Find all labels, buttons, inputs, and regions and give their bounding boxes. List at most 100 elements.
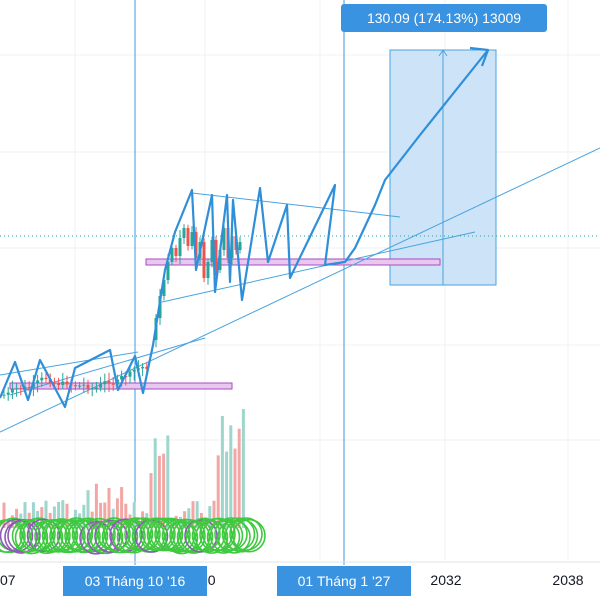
volume-bar xyxy=(124,503,128,528)
candle-body xyxy=(10,389,14,393)
volume-bar xyxy=(2,502,6,528)
volume-bar xyxy=(162,453,166,528)
candle-body xyxy=(174,248,178,256)
candle-body xyxy=(65,381,69,385)
indicator-circle xyxy=(67,519,101,554)
candle-body xyxy=(15,388,19,390)
volume-bar xyxy=(94,483,98,528)
volume-bar xyxy=(65,503,69,528)
time-axis: 07 20 2032 2038 03 Tháng 10 '16 01 Tháng… xyxy=(0,561,600,596)
svg-text:03 Tháng 10 '16: 03 Tháng 10 '16 xyxy=(85,573,186,589)
indicator-circle xyxy=(94,519,128,554)
candle-body xyxy=(99,384,103,388)
candle-body xyxy=(202,242,206,278)
candle-body xyxy=(19,388,23,390)
indicator-circle xyxy=(229,517,263,551)
volume-bar xyxy=(237,428,241,528)
candle-body xyxy=(141,366,145,369)
candle-body xyxy=(166,262,170,280)
indicator-circle xyxy=(56,519,91,553)
candle-body xyxy=(120,376,124,380)
volume-bar xyxy=(44,500,48,528)
candle-body xyxy=(238,242,242,250)
candle-body xyxy=(36,380,40,384)
candle-body xyxy=(210,240,214,262)
volume-bar xyxy=(195,501,199,528)
volume-bar xyxy=(40,507,44,528)
time-axis-label-2032: 2032 xyxy=(430,572,461,588)
candle-body xyxy=(90,388,94,390)
indicator-circles xyxy=(0,517,266,555)
indicator-circle xyxy=(221,517,256,551)
candle-body xyxy=(182,228,186,238)
indicator-circle xyxy=(214,517,248,551)
volume-bar xyxy=(212,500,216,528)
candle-body xyxy=(73,385,77,387)
candle-body xyxy=(52,382,56,384)
indicator-circle xyxy=(184,519,218,553)
candle-body xyxy=(2,394,6,396)
volume-bar xyxy=(216,455,220,528)
indicator-circle xyxy=(224,518,259,553)
volume-bar xyxy=(115,498,119,528)
indicator-circle xyxy=(14,520,49,555)
indicator-circle xyxy=(232,518,266,553)
candle-body xyxy=(190,232,194,246)
volume-bar xyxy=(61,500,65,528)
chart-grid xyxy=(0,0,600,560)
indicator-circle xyxy=(79,521,113,555)
volume-bar xyxy=(120,487,124,528)
volume-bar xyxy=(86,490,90,528)
candle-body xyxy=(194,232,198,258)
candle-body xyxy=(186,228,190,246)
candle-body xyxy=(214,240,218,270)
volume-bar xyxy=(103,502,107,528)
zigzag-projection[interactable] xyxy=(0,49,489,409)
volume-bar xyxy=(241,409,245,528)
volume-bar xyxy=(73,509,77,528)
crosshair-time-tag-2027: 01 Tháng 1 '27 xyxy=(277,566,411,596)
volume-bar xyxy=(99,502,103,528)
volume-bar xyxy=(157,455,161,528)
volume-bar xyxy=(57,501,61,528)
crosshair-time-tag-2016: 03 Tháng 10 '16 xyxy=(63,566,207,596)
measure-label: 130.09 (174.13%) 13009 xyxy=(341,4,547,32)
volume-bar xyxy=(233,448,237,528)
candle-body xyxy=(206,262,210,278)
candle-body xyxy=(132,369,136,372)
indicator-circle xyxy=(0,519,26,554)
indicator-circle xyxy=(26,518,61,553)
indicator-circle xyxy=(71,517,106,552)
volume-series xyxy=(2,409,245,528)
candle-body xyxy=(6,392,10,395)
volume-bar xyxy=(191,501,195,528)
volume-bar xyxy=(23,502,27,528)
indicator-circle xyxy=(191,518,226,553)
candle-body xyxy=(162,280,166,296)
time-axis-label-left: 07 xyxy=(0,572,16,588)
indicator-circle xyxy=(0,518,34,553)
volume-bar xyxy=(187,508,191,528)
candle-body xyxy=(128,371,132,377)
candle-body xyxy=(111,383,115,385)
candle-body xyxy=(82,384,86,386)
support-zone-upper[interactable] xyxy=(145,258,441,266)
indicator-circle xyxy=(206,520,241,554)
candle-body xyxy=(145,366,149,369)
volume-bar xyxy=(52,506,56,528)
trend-lines[interactable] xyxy=(0,147,600,433)
volume-bar xyxy=(220,416,224,528)
indicator-circle xyxy=(11,518,46,553)
volume-bar xyxy=(132,502,136,528)
candle-body xyxy=(27,387,31,389)
candle-body xyxy=(86,384,90,389)
volume-bar xyxy=(153,438,157,528)
volume-bar xyxy=(208,506,212,528)
candle-body xyxy=(178,238,182,256)
candle-body xyxy=(94,387,98,389)
time-axis-label-2038: 2038 xyxy=(552,572,583,588)
candle-body xyxy=(103,381,107,385)
volume-bar xyxy=(229,425,233,528)
